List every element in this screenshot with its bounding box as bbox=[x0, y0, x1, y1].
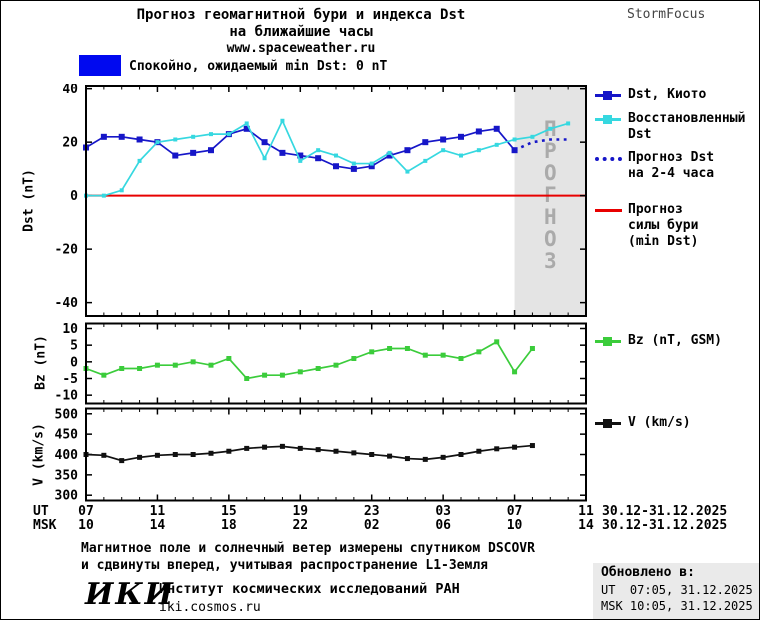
x-axis-ut-row: UT 30.12-31.12.2025 07 11 15 19 23 03 07 11 bbox=[1, 504, 759, 519]
legend-v: V (km/s) bbox=[595, 415, 691, 431]
ut-axis-name: UT bbox=[33, 504, 49, 519]
ut-hour-label: 23 bbox=[363, 504, 380, 519]
ut-hour-label: 15 bbox=[221, 504, 237, 519]
msk-hour-label: 06 bbox=[435, 518, 451, 533]
ut-hour-label: 07 bbox=[506, 504, 523, 519]
svg-text:З: З bbox=[544, 249, 557, 273]
legend-bz: Bz (nT, GSM) bbox=[595, 333, 722, 349]
legend-dst-kyoto: Dst, Киото bbox=[595, 87, 706, 103]
title-line-2: на ближайшие часы bbox=[229, 24, 373, 40]
legend-recovered-label-line2: Dst bbox=[628, 127, 652, 142]
v-y-axis-label: V (km/s) bbox=[31, 423, 47, 486]
x-axis-msk-row: MSK 30.12-31.12.2025 10 14 18 22 02 06 10 14 bbox=[1, 518, 759, 533]
dst-y-axis-label: Dst (nT) bbox=[21, 169, 37, 232]
svg-text:О: О bbox=[544, 161, 557, 185]
svg-text:Н: Н bbox=[544, 205, 557, 229]
institute-url: iki.cosmos.ru bbox=[159, 600, 261, 615]
legend-dst-kyoto-label: Dst, Киото bbox=[628, 87, 707, 102]
v-plot-svg: 500 450 400 350 300 bbox=[55, 407, 587, 504]
svg-text:5: 5 bbox=[70, 339, 78, 354]
msk-hour-label: 18 bbox=[221, 518, 237, 533]
legend-storm-strength: Прогноз силы бури (min Dst) bbox=[595, 202, 698, 250]
ut-date-range: 30.12-31.12.2025 bbox=[602, 504, 728, 519]
updated-ut-time: UT 07:05, 31.12.2025 bbox=[601, 583, 753, 597]
page-title: Прогноз геомагнитной бури и индекса Dst … bbox=[41, 7, 561, 41]
title-line-1: Прогноз геомагнитной бури и индекса Dst bbox=[136, 7, 466, 23]
dst-chart: ПРОГНОЗ40200-20-40 bbox=[31, 82, 593, 322]
brand-label: StormFocus bbox=[627, 7, 706, 22]
legend-forecast-label-line1: Прогноз Dst bbox=[628, 150, 715, 165]
storm-level-label: Спокойно, ожидаемый min Dst: 0 nT bbox=[129, 59, 388, 74]
iki-logo: ИКИ bbox=[85, 577, 175, 612]
svg-text:400: 400 bbox=[55, 448, 79, 463]
svg-text:-40: -40 bbox=[55, 296, 79, 311]
msk-hour-label: 02 bbox=[363, 518, 380, 533]
msk-hour-label: 10 bbox=[78, 518, 94, 533]
svg-text:О: О bbox=[544, 227, 557, 251]
forecast-dotted-line-icon bbox=[595, 157, 622, 161]
msk-hour-label: 14 bbox=[149, 518, 166, 533]
bz-plot-svg: 10 50 -5 -10 bbox=[55, 322, 587, 405]
institute-name: Институт космических исследований РАН bbox=[159, 581, 460, 597]
updated-panel: Обновлено в: UT 07:05, 31.12.2025 MSK 10… bbox=[593, 563, 759, 619]
storm-strength-line-icon bbox=[595, 209, 622, 212]
website-label: www.spaceweather.ru bbox=[226, 41, 376, 56]
legend-storm-label-line1: Прогноз bbox=[628, 202, 683, 217]
updated-label: Обновлено в: bbox=[601, 565, 695, 580]
ut-hour-label: 19 bbox=[292, 504, 309, 519]
ut-hour-label: 11 bbox=[149, 504, 166, 519]
legend-v-label: V (km/s) bbox=[628, 415, 691, 430]
ut-hour-label: 03 bbox=[435, 504, 451, 519]
svg-text:300: 300 bbox=[55, 489, 79, 502]
msk-hour-label: 10 bbox=[506, 518, 523, 533]
svg-text:350: 350 bbox=[55, 468, 79, 483]
bz-chart: 10 5 0 -5 -10 bbox=[31, 322, 593, 409]
dst-plot-svg: ПРОГНОЗ40200-20-40 bbox=[55, 82, 587, 317]
legend-storm-label-line3: (min Dst) bbox=[628, 234, 699, 249]
legend-recovered-dst: Восстановленный Dst bbox=[595, 111, 745, 143]
dst-kyoto-marker-icon bbox=[595, 91, 621, 100]
svg-text:-10: -10 bbox=[55, 389, 79, 404]
updated-msk-time: MSK 10:05, 31.12.2025 bbox=[601, 599, 753, 613]
svg-text:40: 40 bbox=[62, 84, 78, 97]
svg-text:10: 10 bbox=[62, 322, 78, 337]
legend-forecast-label-line2: на 2-4 часа bbox=[628, 166, 715, 181]
recovered-dst-marker-icon bbox=[595, 115, 621, 124]
legend-storm-label-line2: силы бури bbox=[628, 218, 699, 233]
ut-hour-label: 11 bbox=[578, 504, 594, 519]
bz-marker-icon bbox=[595, 337, 621, 346]
legend-bz-label: Bz (nT, GSM) bbox=[628, 333, 722, 348]
msk-hour-label: 22 bbox=[292, 518, 309, 533]
svg-text:-5: -5 bbox=[62, 372, 78, 387]
v-marker-icon bbox=[595, 419, 621, 428]
svg-text:20: 20 bbox=[62, 136, 78, 151]
ut-hour-label: 07 bbox=[78, 504, 94, 519]
legend-recovered-label-line1: Восстановленный bbox=[628, 111, 746, 126]
svg-text:0: 0 bbox=[70, 189, 78, 204]
v-chart: 500 450 400 350 300 bbox=[31, 407, 593, 506]
svg-text:450: 450 bbox=[55, 428, 79, 443]
svg-text:500: 500 bbox=[55, 407, 79, 422]
storm-level-swatch bbox=[79, 55, 121, 76]
msk-axis-name: MSK bbox=[33, 518, 57, 533]
msk-hour-label: 14 bbox=[578, 518, 594, 533]
legend-forecast-dst: Прогноз Dst на 2-4 часа bbox=[595, 150, 714, 182]
svg-text:Р: Р bbox=[544, 139, 557, 163]
svg-text:-20: -20 bbox=[55, 243, 79, 258]
bz-y-axis-label: Bz (nT) bbox=[33, 335, 49, 390]
svg-text:0: 0 bbox=[70, 355, 78, 370]
data-source-note-line2: и сдвинуты вперед, учитывая распростране… bbox=[81, 558, 488, 573]
msk-date-range: 30.12-31.12.2025 bbox=[602, 518, 728, 533]
data-source-note-line1: Магнитное поле и солнечный ветер измерен… bbox=[81, 541, 535, 556]
